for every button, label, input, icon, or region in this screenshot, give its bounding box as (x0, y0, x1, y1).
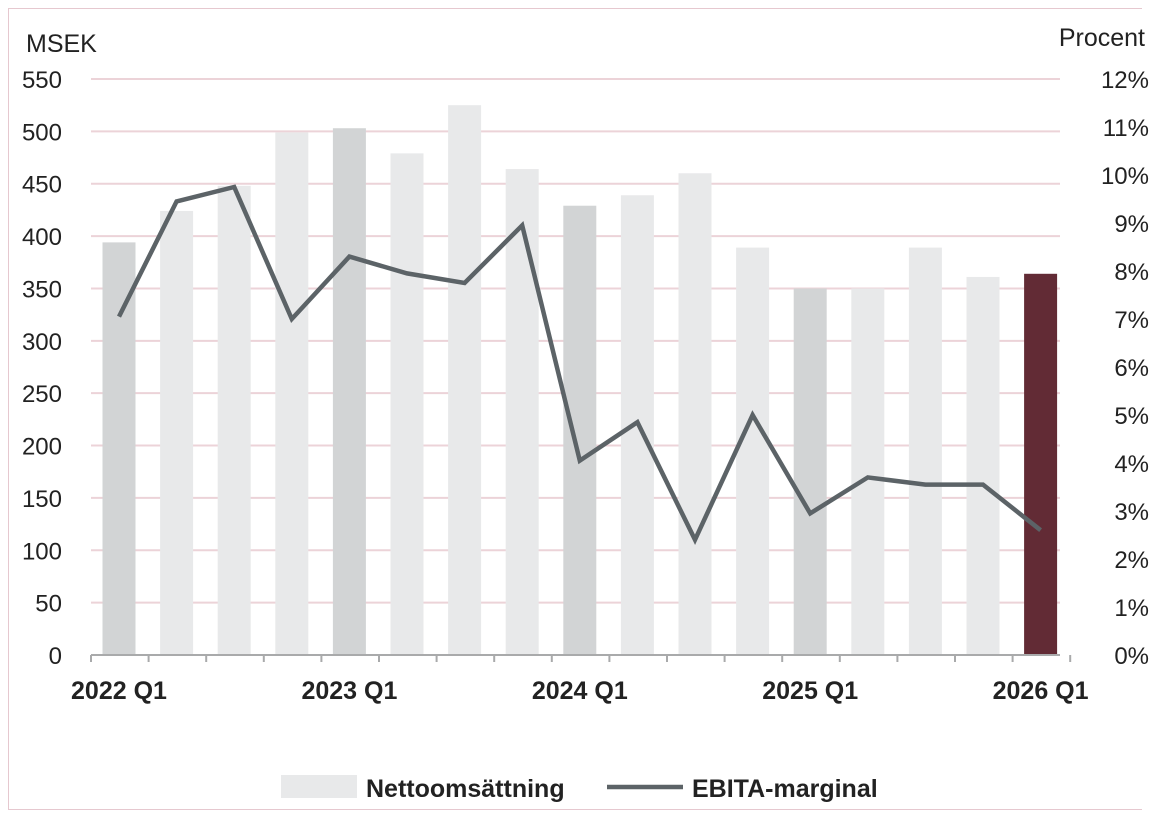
y-right-tick-label: 0% (1114, 643, 1149, 670)
x-tick-label: 2025 Q1 (762, 677, 858, 705)
legend-label-nettoomsattning: Nettoomsättning (366, 775, 565, 803)
y-left-tick-label: 450 (22, 172, 62, 199)
bar-2024-q4 (736, 247, 770, 656)
y-right-tick-label: 10% (1101, 163, 1149, 190)
bar-2025-q3 (908, 247, 942, 656)
legend: Nettoomsättning EBITA-marginal (281, 775, 878, 803)
y-right-tick-label: 7% (1114, 307, 1149, 334)
bar-2023-q4 (505, 169, 539, 655)
y-right-tick-label: 4% (1114, 451, 1149, 478)
legend-swatch-nettoomsattning (281, 775, 357, 798)
y-left-tick-label: 200 (22, 434, 62, 461)
bar-2022-q3 (217, 185, 251, 655)
y-left-tick-label: 0 (49, 643, 62, 670)
bar-2025-q4 (966, 276, 1000, 655)
y-left-tick-label: 300 (22, 329, 62, 356)
x-tick-label: 2026 Q1 (993, 677, 1089, 705)
y-right-tick-label: 12% (1101, 67, 1149, 94)
y-right-tick-label: 6% (1114, 355, 1149, 382)
bar-2023-q2 (390, 153, 424, 655)
bar-2022-q4 (275, 132, 309, 656)
y-right-tick-label: 8% (1114, 259, 1149, 286)
y-right-tick-label: 9% (1114, 211, 1149, 238)
y-left-tick-label: 550 (22, 67, 62, 94)
bars (102, 105, 1058, 656)
y-right-tick-label: 3% (1114, 499, 1149, 526)
bar-2026-q1 (1024, 273, 1058, 655)
y-axis-left-labels: 0 50 100 150 200 250 300 350 400 450 500 550 (22, 67, 62, 670)
x-tick-label: 2023 Q1 (301, 677, 397, 705)
bar-2024-q1 (563, 205, 597, 655)
y-left-tick-label: 250 (22, 381, 62, 408)
y-axis-left-title: MSEK (26, 30, 97, 58)
bar-2024-q3 (678, 173, 712, 655)
y-axis-right-title: Procent (1059, 24, 1145, 52)
x-axis-labels: 2022 Q1 2023 Q1 2024 Q1 2025 Q1 2026 Q1 (71, 677, 1089, 705)
bar-2023-q3 (448, 105, 482, 655)
x-tick-label: 2022 Q1 (71, 677, 167, 705)
y-left-tick-label: 100 (22, 538, 62, 565)
bar-2025-q2 (851, 288, 885, 655)
x-tick-label: 2024 Q1 (532, 677, 628, 705)
bar-2022-q1 (102, 242, 136, 655)
legend-label-ebita-marginal: EBITA-marginal (692, 775, 878, 803)
y-right-tick-label: 5% (1114, 403, 1149, 430)
y-left-tick-label: 350 (22, 276, 62, 303)
ebita-margin-line (116, 184, 1042, 546)
bar-2025-q1 (793, 288, 827, 655)
y-right-tick-label: 11% (1103, 115, 1149, 142)
y-left-tick-label: 400 (22, 224, 62, 251)
bar-2023-q1 (332, 128, 366, 656)
x-axis-ticks (90, 655, 1072, 662)
chart-frame (8, 8, 1142, 810)
y-left-tick-label: 50 (35, 591, 62, 618)
y-left-tick-label: 150 (22, 486, 62, 513)
y-left-tick-label: 500 (22, 119, 62, 146)
bar-2022-q2 (160, 210, 194, 655)
y-right-tick-label: 2% (1114, 547, 1149, 574)
y-right-tick-label: 1% (1114, 595, 1149, 622)
y-axis-right-labels: 0% 1% 2% 3% 4% 5% 6% 7% 8% 9% 10% 11% 12% (1101, 67, 1149, 670)
